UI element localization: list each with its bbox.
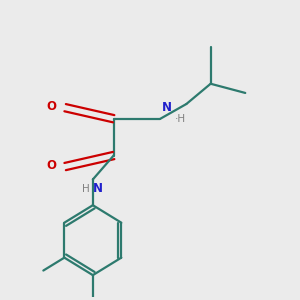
Text: O: O <box>46 100 56 113</box>
Text: ·H: ·H <box>175 114 186 124</box>
Text: N: N <box>93 182 103 195</box>
Text: N: N <box>162 101 172 114</box>
Text: O: O <box>46 159 56 172</box>
Text: H: H <box>82 184 90 194</box>
